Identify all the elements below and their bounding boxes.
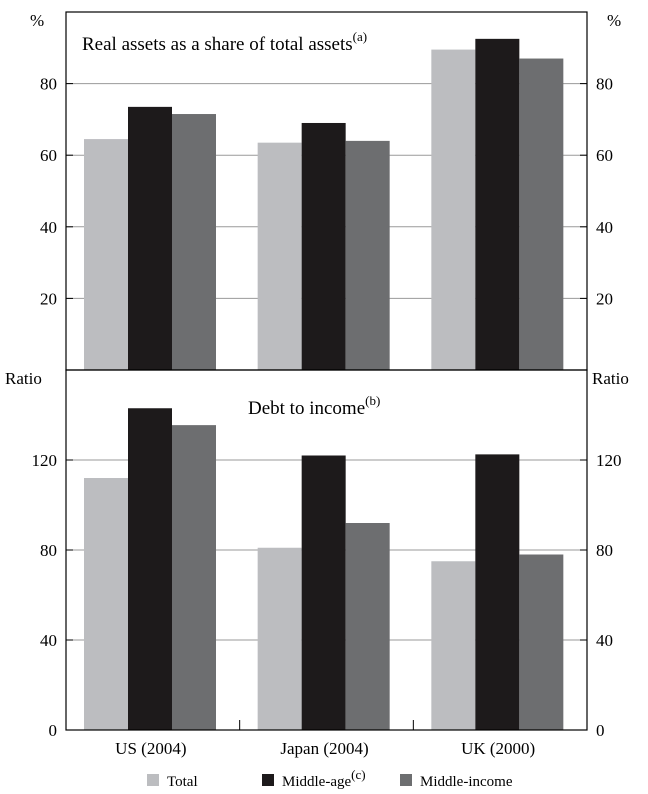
panel-debt-to-income: 0 0 40 40 80 80 120 120 Ratio Ratio Debt to income… <box>5 369 629 740</box>
bar-middle-age-2 <box>301 122 346 370</box>
bar-middle-age-1 <box>128 408 172 730</box>
legend-label-text: Middle-age <box>282 774 351 790</box>
tick-label-left: 40 <box>40 218 57 237</box>
tick-label-left: 60 <box>40 146 57 165</box>
category-label: Japan (2004) <box>280 739 368 758</box>
legend-label: Total <box>167 774 198 790</box>
bar-middle-age-3 <box>475 454 520 730</box>
bar-middle-income-1 <box>172 425 216 730</box>
panel-real-assets: 20 20 40 40 60 60 80 80% % Real assets as a share… <box>30 11 621 371</box>
category-labels: US (2004) Japan (2004) UK (2000) <box>115 720 535 758</box>
unit-label-left: % <box>30 11 44 30</box>
tick-label-left: 80 <box>40 541 57 560</box>
tick-label-left: 40 <box>40 631 57 650</box>
bar-total-3 <box>431 49 476 371</box>
bar-middle-age-3 <box>475 38 520 370</box>
panel-title-note: (a) <box>353 29 367 44</box>
panel-title: Real assets as a share of total assets(a… <box>82 29 367 55</box>
category-label: US (2004) <box>115 739 186 758</box>
tick-label-left: 120 <box>32 451 58 470</box>
bar-middle-income-1 <box>172 114 216 370</box>
unit-label-left: Ratio <box>5 369 42 388</box>
panel-title-text: Real assets as a share of total assets <box>82 34 353 55</box>
legend-label: Middle-income <box>420 774 513 790</box>
legend: Total Middle-age(c) Middle-income <box>147 767 513 790</box>
unit-label-right: Ratio <box>592 369 629 388</box>
panel-title-text: Debt to income <box>248 398 365 419</box>
bar-total-1 <box>84 478 128 730</box>
legend-label-text: Total <box>167 774 198 790</box>
tick-label-right: 40 <box>596 631 613 650</box>
tick-label-left: 80 <box>40 75 57 94</box>
category-label: UK (2000) <box>461 739 535 758</box>
bar-middle-income-3 <box>519 58 564 370</box>
tick-label-right: 80 <box>596 75 613 94</box>
tick-label-right: 0 <box>596 721 605 740</box>
tick-label-right: 120 <box>596 451 622 470</box>
bar-middle-income-2 <box>345 140 390 370</box>
bar-total-2 <box>257 547 302 730</box>
panel-title-note: (b) <box>365 393 380 408</box>
bar-middle-income-3 <box>519 554 564 730</box>
tick-label-right: 20 <box>596 289 613 308</box>
legend-item-middle-age: Middle-age(c) <box>262 767 366 790</box>
legend-label-text: Middle-income <box>420 774 513 790</box>
tick-label-left: 0 <box>49 721 58 740</box>
bar-middle-age-2 <box>301 455 346 730</box>
legend-swatch <box>147 774 159 786</box>
panel-title: Debt to income(b) <box>248 393 380 419</box>
legend-label: Middle-age(c) <box>282 767 366 790</box>
legend-swatch <box>400 774 412 786</box>
tick-label-left: 20 <box>40 289 57 308</box>
tick-label-right: 80 <box>596 541 613 560</box>
bar-total-3 <box>431 561 476 730</box>
panel-frame <box>65 369 588 731</box>
unit-label-right: % <box>607 11 621 30</box>
bar-middle-age-1 <box>128 106 172 371</box>
tick-label-right: 60 <box>596 146 613 165</box>
legend-item-middle-income: Middle-income <box>400 774 513 790</box>
bar-total-1 <box>84 139 128 370</box>
panels: 20 20 40 40 60 60 80 80% % Real assets as a share… <box>5 11 629 740</box>
legend-swatch <box>262 774 274 786</box>
bar-middle-income-2 <box>345 523 390 730</box>
bar-total-2 <box>257 142 302 370</box>
tick-label-right: 40 <box>596 218 613 237</box>
legend-item-total: Total <box>147 774 198 790</box>
legend-label-note: (c) <box>351 767 365 782</box>
